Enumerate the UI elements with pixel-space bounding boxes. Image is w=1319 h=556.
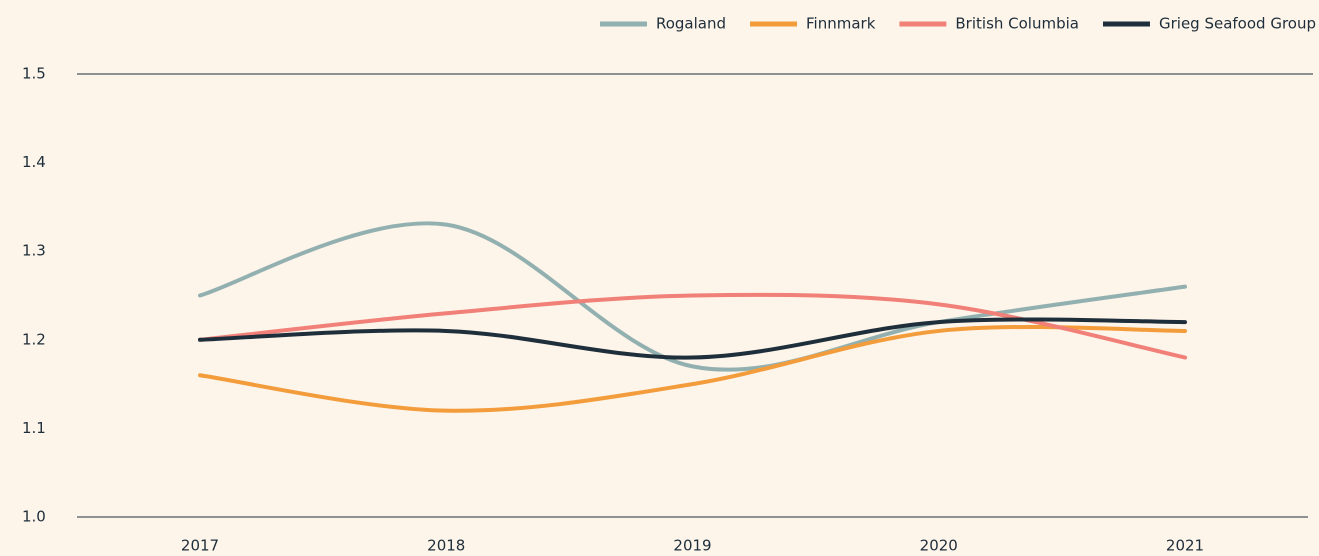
- y-tick-label: 1.4: [22, 153, 46, 171]
- legend-label: British Columbia: [955, 15, 1079, 33]
- legend-label: Finnmark: [806, 15, 876, 33]
- series-line: [198, 317, 1187, 360]
- legend-label: Rogaland: [656, 15, 726, 33]
- x-tick-label: 2021: [1166, 537, 1204, 555]
- series-line: [198, 325, 1187, 413]
- x-tick-label: 2019: [673, 537, 711, 555]
- x-tick-label: 2020: [920, 537, 958, 555]
- x-tick-label: 2017: [181, 537, 219, 555]
- y-tick-label: 1.3: [22, 242, 46, 260]
- x-tick-label: 2018: [427, 537, 465, 555]
- y-tick-label: 1.1: [22, 419, 46, 437]
- y-tick-label: 1.5: [22, 65, 46, 83]
- series-line: [198, 221, 1187, 372]
- y-tick-label: 1.0: [22, 508, 46, 526]
- y-tick-label: 1.2: [22, 330, 46, 348]
- legend-label: Grieg Seafood Group: [1159, 15, 1316, 33]
